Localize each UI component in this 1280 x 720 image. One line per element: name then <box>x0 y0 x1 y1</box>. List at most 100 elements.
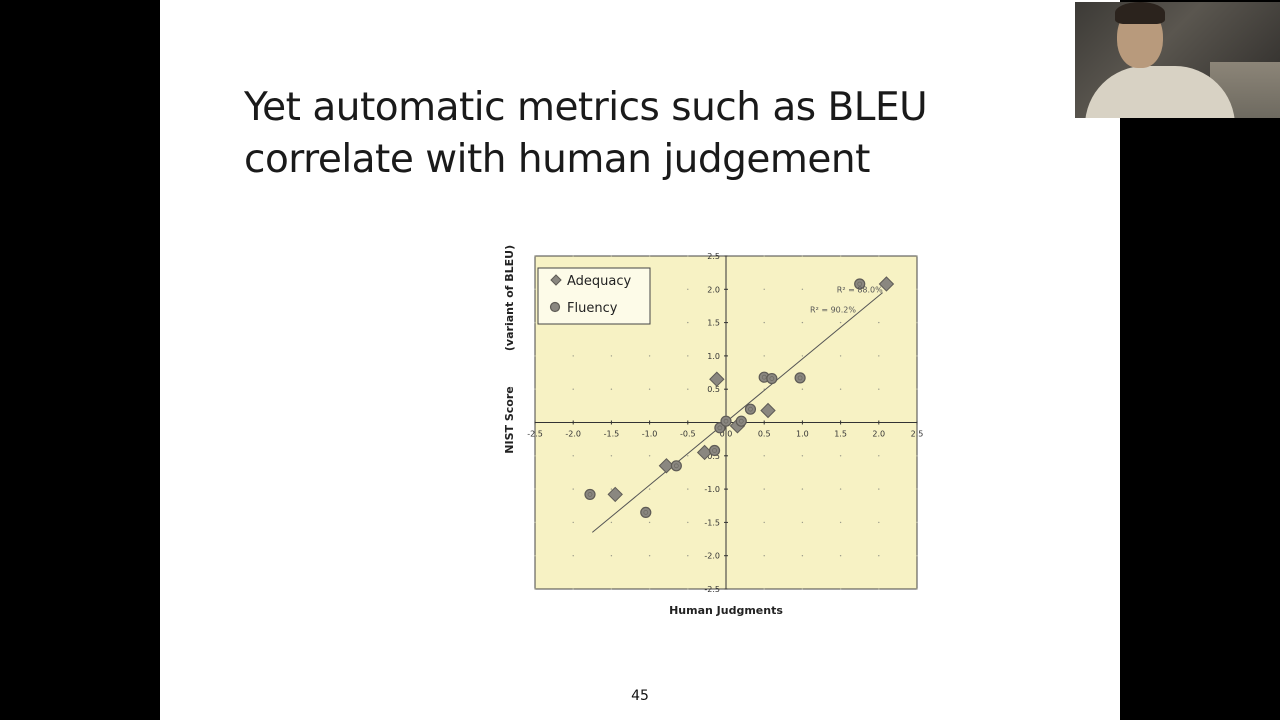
adequacy-point <box>607 486 623 503</box>
grid-dot <box>610 588 613 590</box>
adequacy-point <box>658 458 675 474</box>
y-tick-label: -1.5 <box>704 518 720 527</box>
grid-dot <box>648 521 651 524</box>
grid-dot <box>801 455 804 457</box>
grid-dot <box>801 255 804 257</box>
grid-dot <box>572 588 574 590</box>
y-tick-label: -2.0 <box>704 552 720 561</box>
grid-dot <box>648 555 651 557</box>
fluency-point-inner <box>797 375 803 381</box>
y-tick-label: 2.0 <box>707 285 720 294</box>
fluency-point-inner <box>717 425 723 431</box>
grid-dot <box>916 255 918 257</box>
grid-dot <box>534 455 536 457</box>
grid-dot <box>534 355 536 357</box>
y-tick-label: 1.0 <box>707 352 720 361</box>
grid-dot <box>763 255 765 257</box>
grid-dot <box>687 321 689 324</box>
grid-dot <box>916 355 918 357</box>
y-axis-title: NIST Score <box>503 386 516 453</box>
fluency-point <box>794 372 806 384</box>
grid-dot <box>839 455 842 457</box>
grid-dot <box>763 321 765 324</box>
series-fluency <box>584 278 866 519</box>
grid-dot <box>878 588 880 590</box>
grid-dot <box>687 521 689 524</box>
grid-dot <box>648 355 651 357</box>
legend-label: Fluency <box>567 301 618 316</box>
grid-dot <box>763 355 765 357</box>
grid-dot <box>801 521 804 524</box>
grid-dot <box>572 488 574 490</box>
y-tick-label: 1.5 <box>707 319 720 328</box>
grid-dot <box>839 588 842 590</box>
y-tick-label: 2.5 <box>707 252 720 261</box>
slide-number: 45 <box>631 688 649 704</box>
grid-dot <box>839 321 842 324</box>
grid-dot <box>572 455 574 457</box>
grid-dot <box>687 288 689 290</box>
fluency-point-inner <box>587 492 593 497</box>
fluency-point <box>854 278 866 290</box>
webcam-video-thumbnail[interactable] <box>1075 2 1280 118</box>
legend-circle-icon <box>549 301 561 313</box>
grid-dot <box>839 388 842 390</box>
legend-diamond-icon <box>550 274 562 286</box>
x-tick-label: 1.0 <box>796 430 809 439</box>
grid-dot <box>916 321 918 324</box>
grid-dot <box>687 488 689 490</box>
grid-dot <box>763 521 765 524</box>
y-tick-label: 0.5 <box>707 385 720 394</box>
series-adequacy <box>607 276 895 503</box>
grid-dot <box>648 388 651 390</box>
fluency-point-inner <box>769 376 775 381</box>
y-tick-label: -2.5 <box>704 585 720 594</box>
fluency-point-inner <box>673 463 679 469</box>
grid-dot <box>687 455 689 457</box>
grid-dot <box>878 455 880 457</box>
grid-dot <box>763 588 765 590</box>
x-tick-label: -2.5 <box>527 430 543 439</box>
fluency-point <box>720 415 732 427</box>
grid-dot <box>572 355 574 357</box>
x-tick-label: 0.5 <box>758 430 771 439</box>
grid-dot <box>687 388 689 390</box>
grid-dot <box>687 588 689 590</box>
grid-dot <box>534 321 536 324</box>
r-squared-annotation: R² = 88.0% <box>837 286 883 295</box>
grid-dot <box>610 455 613 457</box>
grid-dot <box>534 488 536 490</box>
grid-dot <box>648 588 651 590</box>
grid-dot <box>916 288 918 290</box>
fluency-point-inner <box>748 406 753 412</box>
fluency-point <box>670 460 682 472</box>
grid-dot <box>572 388 574 390</box>
grid-dot <box>763 488 765 490</box>
grid-dot <box>916 455 918 457</box>
grid-dot <box>878 321 880 324</box>
grid-dot <box>610 521 613 524</box>
grid-dot <box>687 255 689 257</box>
grid-dot <box>801 355 804 357</box>
grid-dot <box>534 388 536 390</box>
grid-dot <box>763 555 765 557</box>
webcam-person-hair <box>1115 2 1165 24</box>
fluency-point-inner <box>712 448 717 453</box>
fluency-point <box>744 403 757 415</box>
grid-dot <box>916 521 918 524</box>
trendline <box>591 292 883 533</box>
x-tick-label: 2.0 <box>872 430 885 439</box>
grid-dot <box>687 355 689 357</box>
legend-box <box>537 267 651 325</box>
grid-dot <box>610 355 613 357</box>
x-tick-label: -0.5 <box>680 430 696 439</box>
adequacy-point <box>878 276 895 292</box>
grid-dot <box>878 555 880 557</box>
grid-dot <box>648 255 651 257</box>
x-tick-label: 1.5 <box>834 430 847 439</box>
grid-dot <box>878 255 880 257</box>
grid-dot <box>916 388 918 390</box>
y-axis-subtitle: (variant of BLEU) <box>503 245 516 351</box>
